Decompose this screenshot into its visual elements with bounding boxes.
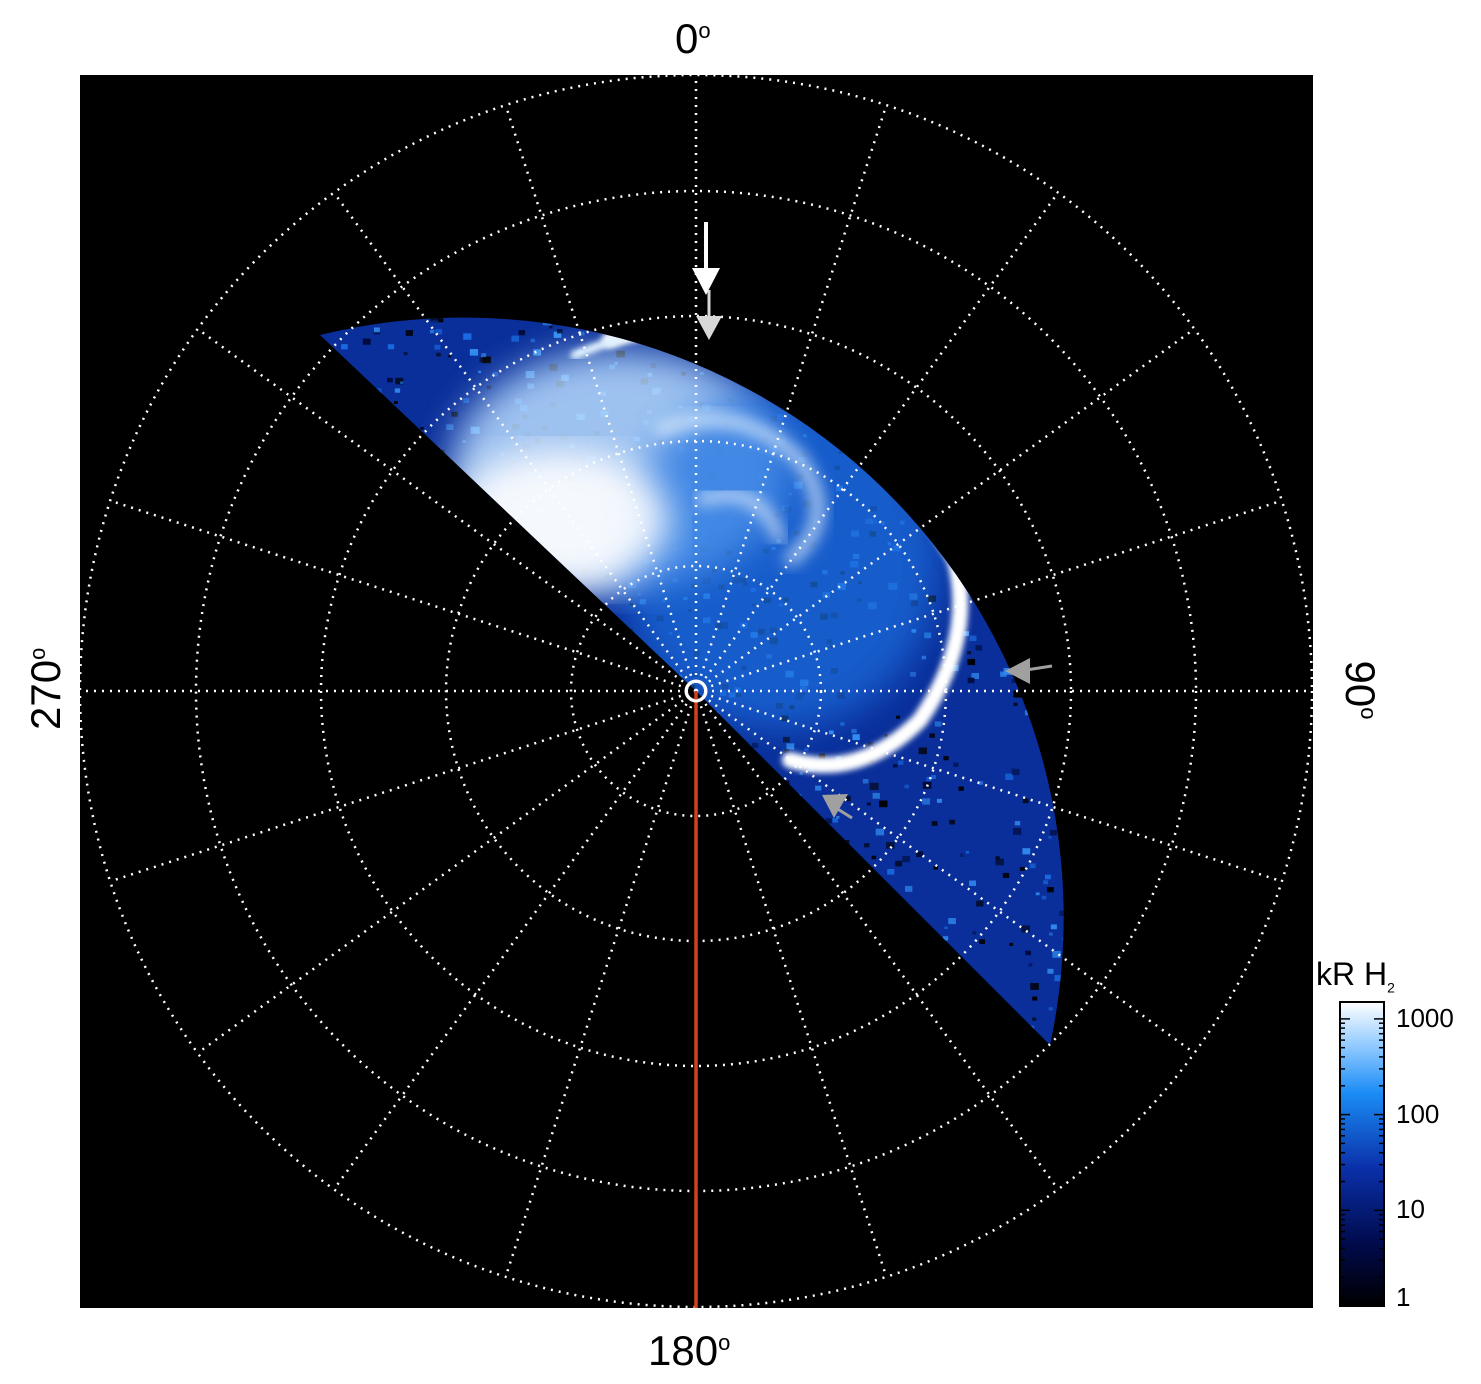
grid-meridian bbox=[694, 690, 1060, 1191]
grid-meridian bbox=[196, 327, 697, 693]
angle-label-right: 90o bbox=[1337, 660, 1384, 720]
grid-meridian bbox=[695, 327, 1196, 693]
grid-meridian bbox=[695, 689, 1196, 1055]
colorbar-tick-label: 1000 bbox=[1396, 1003, 1454, 1033]
angle-label-top: 0o bbox=[675, 15, 711, 62]
arrow-right-grey bbox=[1005, 658, 1053, 684]
grid-meridian bbox=[109, 689, 697, 883]
arrow-lower-grey bbox=[822, 794, 853, 820]
grid-meridian bbox=[694, 191, 1060, 692]
angle-label-left: 270o bbox=[22, 647, 69, 730]
grid-circle bbox=[569, 564, 823, 818]
grid-meridian bbox=[109, 499, 697, 693]
angle-label-bottom: 180o bbox=[648, 1327, 731, 1374]
grid-meridian bbox=[196, 689, 697, 1055]
colorbar-tick-label: 1 bbox=[1396, 1282, 1411, 1312]
grid-circle bbox=[319, 314, 1073, 1068]
colorbar-tick-label: 100 bbox=[1396, 1099, 1440, 1129]
arrow-top-grey bbox=[696, 290, 722, 340]
grid-meridian bbox=[695, 689, 1283, 883]
grid-meridian bbox=[695, 499, 1283, 693]
colorbar-title: kR H2 bbox=[1316, 956, 1395, 996]
polar-grid bbox=[80, 75, 1313, 1308]
grid-meridian bbox=[332, 191, 698, 692]
colorbar bbox=[1339, 1001, 1385, 1307]
arrow-top-white bbox=[692, 222, 720, 295]
grid-meridian bbox=[694, 104, 888, 692]
colorbar-ticks bbox=[1340, 1018, 1384, 1307]
pole-marker bbox=[684, 679, 708, 703]
grid-meridian bbox=[504, 690, 698, 1278]
grid-circle bbox=[80, 75, 1313, 1308]
colorbar-tick-label: 10 bbox=[1396, 1194, 1425, 1224]
grid-meridian bbox=[694, 690, 888, 1278]
grid-meridian bbox=[504, 104, 698, 692]
grid-meridian bbox=[332, 690, 698, 1191]
